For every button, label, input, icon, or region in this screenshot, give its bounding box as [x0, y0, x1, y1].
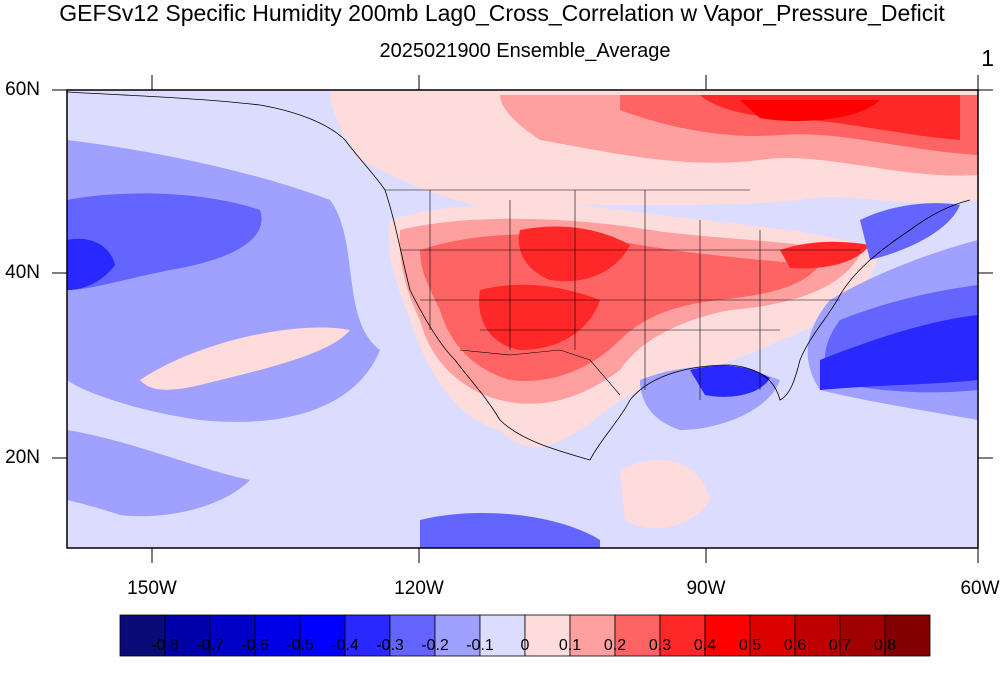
lat-label-20n: 20N [5, 447, 40, 468]
west-coast-line [384, 189, 591, 461]
colorbar-tick-label: 0 [520, 637, 530, 654]
colorbar-tick-label: 0.7 [828, 637, 852, 654]
new-england-negative [860, 203, 960, 260]
central-america-positive [620, 460, 710, 529]
alaska-coast-line [67, 91, 386, 191]
colorbar-swatch [164, 614, 211, 657]
colorbar-tick-label: 0.5 [738, 637, 762, 654]
colorbar-tick-label: -0.4 [331, 637, 359, 654]
caribbean-neutral [700, 435, 978, 548]
east-core [780, 241, 870, 269]
colorbar-tick-label: -0.5 [286, 637, 314, 654]
map-subtitle: 2025021900 Ensemble_Average [379, 40, 671, 62]
lon-label-120w: 120W [394, 578, 444, 599]
colorbar-tick-label: 0.2 [603, 637, 627, 654]
colorbar-tick-label: 0.6 [783, 637, 807, 654]
lon-label-90w: 90W [686, 578, 726, 599]
panel-number: 1 [981, 45, 994, 71]
pacific-positive-tongue [140, 327, 350, 390]
coastlines [67, 91, 971, 461]
colorbar-swatch [524, 614, 571, 657]
colorbar-swatch [434, 614, 481, 657]
us-mexico-border [459, 349, 621, 396]
tropical-pacific-negative [67, 430, 250, 517]
colorbar-swatch [569, 614, 616, 657]
colorbar-swatch [299, 614, 346, 657]
colorbar-swatch [704, 614, 751, 657]
correlation-field [67, 90, 978, 548]
colorbar-swatch [344, 614, 391, 657]
lat-label-60n: 60N [5, 79, 40, 100]
gulf-east-coast-line [589, 199, 971, 461]
southwest-core [479, 284, 600, 350]
axis-ticks [52, 75, 993, 563]
colorbar-tick-label: 0.1 [558, 637, 582, 654]
political-borders [385, 189, 860, 400]
colorbar-tick-label: -0.3 [376, 637, 404, 654]
map-title: GEFSv12 Specific Humidity 200mb Lag0_Cro… [59, 0, 945, 26]
colorbar-swatch [839, 614, 886, 657]
pacific-strong-negative [67, 238, 115, 290]
colorbar-tick-label: -0.6 [241, 637, 269, 654]
colorbar-swatch [209, 614, 256, 657]
lon-label-150w: 150W [127, 578, 177, 599]
pacific-moderate-negative [67, 193, 262, 290]
lon-label-60w: 60W [960, 578, 1000, 599]
lat-label-40n: 40N [5, 262, 40, 283]
colorbar-swatch [479, 614, 526, 657]
atlantic-strong-negative [820, 315, 978, 390]
colorbar-tick-label: 0.3 [648, 637, 672, 654]
colorbar-tick-label: -0.1 [466, 637, 494, 654]
state-lines-horizontal [400, 249, 860, 331]
colorbar-swatch [794, 614, 841, 657]
colorbar-swatch [614, 614, 661, 657]
colorbar-swatch [389, 614, 436, 657]
colorbar-tick-label: 0.4 [693, 637, 717, 654]
canada-max-positive [740, 100, 880, 121]
colorbar-swatch [884, 614, 931, 657]
colorbar-tick-label: -0.2 [421, 637, 449, 654]
colorbar-tick-label: 0.8 [873, 637, 897, 654]
colorbar-tick-label: -0.7 [196, 637, 224, 654]
plains-core [518, 226, 630, 282]
colorbar-tick-label: -0.8 [151, 637, 179, 654]
map-frame [66, 89, 979, 549]
equatorial-negative [420, 512, 600, 548]
gulf-strong-negative [690, 365, 770, 397]
state-lines-vertical [429, 190, 761, 400]
colorbar-swatch [119, 614, 166, 657]
colorbar-swatch [254, 614, 301, 657]
